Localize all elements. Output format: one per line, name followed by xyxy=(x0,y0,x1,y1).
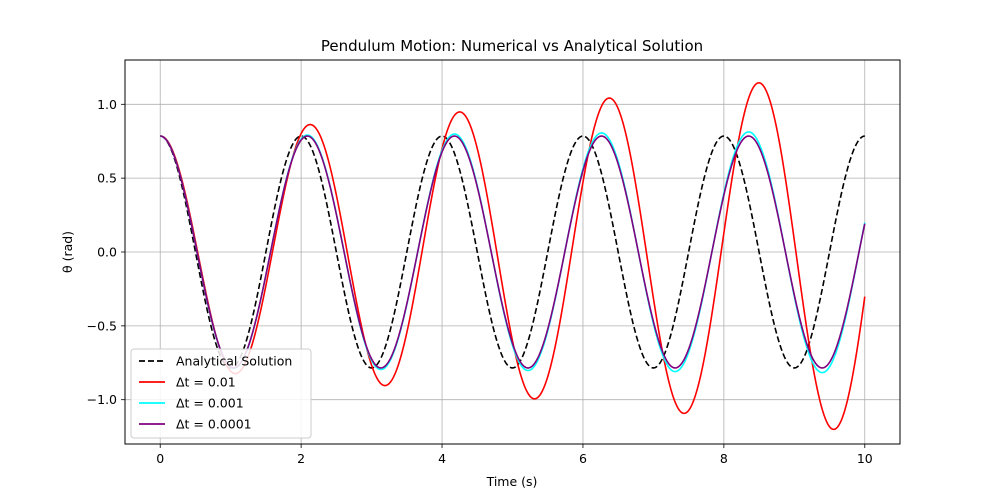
x-tick-label: 8 xyxy=(720,451,728,466)
x-tick-label: 4 xyxy=(438,451,446,466)
legend-label: Δt = 0.0001 xyxy=(176,417,252,432)
x-tick-label: 2 xyxy=(297,451,305,466)
y-axis-ticks: −1.0 −0.5 0.0 0.5 1.0 xyxy=(87,97,125,407)
chart-title: Pendulum Motion: Numerical vs Analytical… xyxy=(321,37,703,55)
x-tick-label: 6 xyxy=(579,451,587,466)
x-axis-ticks: 0 2 4 6 8 10 xyxy=(156,444,873,466)
x-axis-label: Time (s) xyxy=(486,474,538,489)
legend-label: Analytical Solution xyxy=(176,354,292,369)
plot-lines xyxy=(160,82,866,431)
y-tick-label: 0.5 xyxy=(97,171,117,186)
y-tick-label: −1.0 xyxy=(87,392,117,407)
legend-box xyxy=(130,348,312,439)
y-tick-label: −0.5 xyxy=(87,318,117,333)
series-line xyxy=(160,135,866,369)
series-line xyxy=(160,135,865,369)
x-tick-label: 0 xyxy=(156,451,164,466)
legend-label: Δt = 0.001 xyxy=(176,396,244,411)
x-tick-label: 10 xyxy=(857,451,873,466)
y-axis-label: θ (rad) xyxy=(60,231,75,273)
y-tick-label: 1.0 xyxy=(97,97,117,112)
legend-label: Δt = 0.01 xyxy=(176,375,236,390)
y-tick-label: 0.0 xyxy=(97,245,117,260)
legend: Analytical Solution Δt = 0.01 Δt = 0.001 Δt… xyxy=(130,348,312,439)
